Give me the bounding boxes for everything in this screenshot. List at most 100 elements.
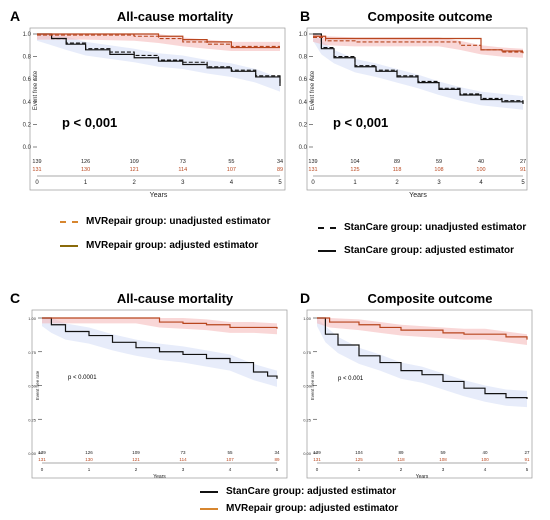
x-axis-label: Years bbox=[409, 192, 427, 199]
y-tick-label: 0.25 bbox=[303, 417, 312, 422]
risk-count-mvrepair: 91 bbox=[520, 167, 526, 173]
x-tick-label: 2 bbox=[395, 180, 399, 186]
risk-count-stancare: 73 bbox=[180, 159, 186, 165]
risk-count-stancare: 55 bbox=[227, 450, 233, 455]
chart-title-a: All-cause mortality bbox=[116, 9, 234, 24]
legend-swatch bbox=[318, 249, 336, 252]
series-line-stancare-solid bbox=[317, 317, 528, 399]
y-tick-label: 0.2 bbox=[299, 122, 308, 128]
x-tick-label: 4 bbox=[479, 180, 483, 186]
risk-count-stancare: 126 bbox=[81, 159, 90, 165]
x-tick-label: 0 bbox=[35, 180, 39, 186]
panel-letter-d: D bbox=[300, 290, 311, 306]
ci-band-mvrepair bbox=[37, 34, 280, 51]
panel-letter-c: C bbox=[10, 290, 21, 306]
legend-label: StanCare group: unadjusted estimator bbox=[344, 222, 527, 233]
series-line-stancare-dashed bbox=[313, 33, 524, 103]
risk-count-mvrepair: 108 bbox=[439, 457, 447, 462]
x-tick-label: 0 bbox=[311, 180, 315, 186]
risk-count-stancare: 59 bbox=[436, 159, 442, 165]
risk-count-stancare: 104 bbox=[355, 450, 363, 455]
legend-item-mvrepair-adjusted: MVRepair group: adjusted estimator bbox=[60, 240, 258, 251]
risk-count-stancare: 27 bbox=[524, 450, 530, 455]
y-tick-label: 0.0 bbox=[23, 145, 32, 151]
risk-count-stancare: 139 bbox=[313, 450, 321, 455]
x-axis-label: Years bbox=[150, 192, 168, 199]
plot-frame bbox=[306, 309, 533, 479]
y-axis-label: Event free rate bbox=[310, 370, 315, 400]
risk-count-stancare: 89 bbox=[394, 159, 400, 165]
y-tick-label: 1.00 bbox=[28, 316, 37, 321]
x-tick-label: 1 bbox=[358, 467, 361, 472]
risk-count-stancare: 126 bbox=[85, 450, 93, 455]
risk-count-mvrepair: 114 bbox=[179, 457, 187, 462]
legend-swatch bbox=[318, 226, 336, 229]
y-tick-label: 1.0 bbox=[23, 32, 32, 38]
chart-title-c: All-cause mortality bbox=[116, 291, 234, 306]
risk-count-stancare: 40 bbox=[482, 450, 488, 455]
x-axis-label: Years bbox=[153, 474, 166, 480]
ci-band-stancare bbox=[313, 34, 523, 110]
risk-count-mvrepair: 114 bbox=[178, 167, 187, 173]
x-tick-label: 3 bbox=[437, 180, 441, 186]
chart-title-b: Composite outcome bbox=[367, 9, 493, 24]
panel-letter-b: B bbox=[300, 8, 311, 24]
risk-count-mvrepair: 121 bbox=[130, 167, 139, 173]
y-tick-label: 0.8 bbox=[23, 55, 32, 61]
risk-count-mvrepair: 131 bbox=[313, 457, 321, 462]
p-value-annotation: p < 0,001 bbox=[333, 115, 388, 130]
y-tick-label: 1.0 bbox=[299, 32, 308, 38]
plot-frame bbox=[306, 27, 528, 191]
x-tick-label: 3 bbox=[442, 467, 445, 472]
plot-frame bbox=[29, 27, 286, 191]
risk-count-mvrepair: 108 bbox=[434, 167, 443, 173]
risk-count-mvrepair: 118 bbox=[393, 167, 402, 173]
x-tick-label: 5 bbox=[521, 180, 525, 186]
risk-count-stancare: 89 bbox=[398, 450, 404, 455]
series-line-mvrepair-solid bbox=[313, 35, 523, 52]
risk-count-stancare: 139 bbox=[32, 159, 41, 165]
y-tick-label: 1.00 bbox=[303, 316, 312, 321]
legend-item-stancare-adjusted-bottom: StanCare group: adjusted estimator bbox=[200, 486, 396, 497]
y-tick-label: 0.50 bbox=[303, 384, 312, 389]
series-line-mvrepair-solid bbox=[42, 317, 278, 329]
risk-count-mvrepair: 130 bbox=[85, 457, 93, 462]
series-line-mvrepair-solid bbox=[37, 33, 280, 49]
risk-count-mvrepair: 100 bbox=[476, 167, 485, 173]
p-value-annotation: p < 0,001 bbox=[62, 115, 117, 130]
y-axis-label: Event free rate bbox=[33, 70, 39, 110]
legend-swatch bbox=[60, 220, 78, 223]
plot-frame bbox=[31, 309, 288, 479]
x-tick-label: 2 bbox=[135, 467, 138, 472]
risk-count-stancare: 40 bbox=[478, 159, 484, 165]
y-tick-label: 0.50 bbox=[28, 384, 37, 389]
risk-count-stancare: 59 bbox=[440, 450, 446, 455]
risk-count-mvrepair: 131 bbox=[32, 167, 41, 173]
x-tick-label: 4 bbox=[229, 467, 232, 472]
x-tick-label: 4 bbox=[230, 180, 234, 186]
risk-count-stancare: 109 bbox=[132, 450, 140, 455]
y-tick-label: 0.0 bbox=[299, 145, 308, 151]
risk-count-stancare: 139 bbox=[38, 450, 46, 455]
legend-item-stancare-unadjusted: StanCare group: unadjusted estimator bbox=[318, 222, 526, 233]
x-tick-label: 5 bbox=[278, 180, 282, 186]
y-tick-label: 0.8 bbox=[299, 55, 308, 61]
ci-band-mvrepair bbox=[42, 318, 277, 335]
panel-letter-a: A bbox=[10, 8, 21, 24]
risk-count-stancare: 109 bbox=[130, 159, 139, 165]
legend-swatch bbox=[200, 490, 218, 493]
y-tick-label: 0.75 bbox=[28, 350, 37, 355]
y-tick-label: 0.25 bbox=[28, 417, 37, 422]
x-tick-label: 1 bbox=[88, 467, 91, 472]
x-tick-label: 3 bbox=[182, 467, 185, 472]
legend-label: MVRepair group: unadjusted estimator bbox=[86, 216, 271, 227]
x-tick-label: 1 bbox=[353, 180, 357, 186]
series-line-mvrepair-solid bbox=[317, 317, 528, 340]
risk-count-mvrepair: 125 bbox=[350, 167, 359, 173]
risk-count-mvrepair: 91 bbox=[524, 457, 530, 462]
y-tick-label: 0.4 bbox=[23, 100, 32, 106]
y-tick-label: 0.2 bbox=[23, 122, 32, 128]
risk-count-stancare: 34 bbox=[274, 450, 280, 455]
legend-item-mvrepair-unadjusted: MVRepair group: unadjusted estimator bbox=[60, 216, 270, 227]
